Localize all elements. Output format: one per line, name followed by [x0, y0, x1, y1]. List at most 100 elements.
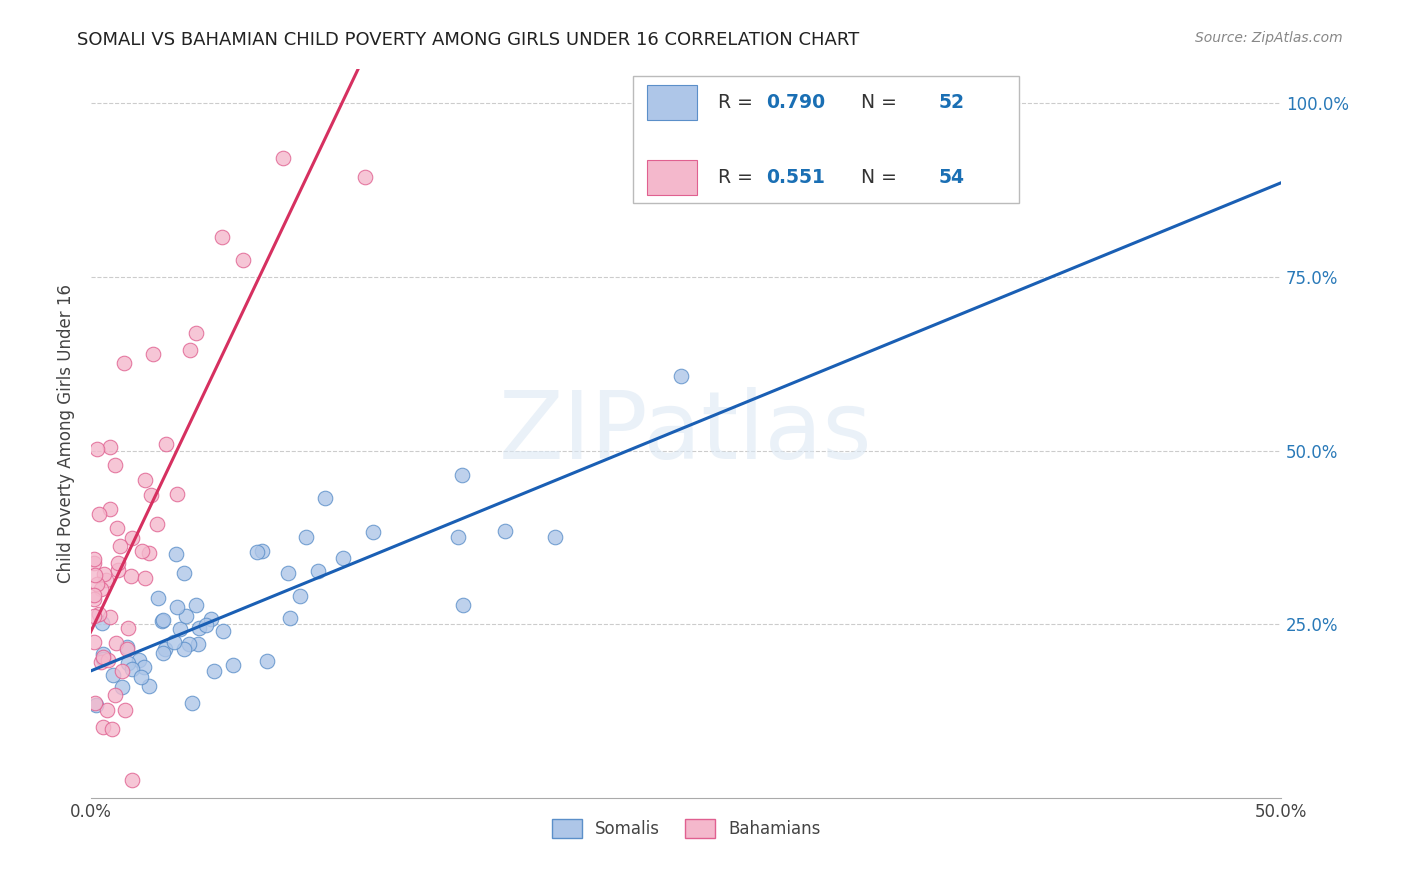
Point — [246, 545, 269, 559]
Point — [97, 653, 120, 667]
Text: N =: N = — [849, 168, 903, 186]
Point — [117, 641, 139, 656]
FancyBboxPatch shape — [633, 76, 1019, 203]
Point — [307, 564, 329, 578]
Point — [174, 609, 197, 624]
Point — [177, 637, 200, 651]
Point — [194, 618, 217, 632]
Point — [91, 652, 114, 666]
Point — [146, 517, 169, 532]
Point — [90, 616, 112, 631]
Point — [120, 569, 142, 583]
Point — [90, 582, 112, 596]
Point — [105, 521, 128, 535]
Point — [83, 556, 105, 570]
Point — [104, 688, 127, 702]
Point — [152, 646, 174, 660]
Point — [117, 656, 139, 670]
Point — [187, 637, 209, 651]
Point — [250, 543, 273, 558]
Text: SOMALI VS BAHAMIAN CHILD POVERTY AMONG GIRLS UNDER 16 CORRELATION CHART: SOMALI VS BAHAMIAN CHILD POVERTY AMONG G… — [77, 31, 859, 49]
Point — [273, 152, 295, 166]
Point — [84, 698, 107, 713]
Point — [107, 556, 129, 570]
Point — [148, 591, 170, 605]
Point — [446, 530, 468, 544]
Point — [86, 442, 108, 456]
Point — [115, 640, 138, 654]
Point — [111, 665, 134, 679]
Point — [211, 230, 233, 244]
Point — [166, 600, 188, 615]
Point — [200, 611, 222, 625]
Text: Source: ZipAtlas.com: Source: ZipAtlas.com — [1195, 31, 1343, 45]
Point — [131, 543, 153, 558]
Point — [134, 571, 156, 585]
Point — [277, 566, 299, 580]
Point — [98, 440, 121, 454]
Point — [83, 635, 105, 649]
Point — [84, 697, 107, 711]
Point — [121, 662, 143, 676]
Point — [152, 613, 174, 627]
Point — [179, 343, 201, 357]
Point — [91, 650, 114, 665]
Point — [165, 548, 187, 562]
Point — [138, 546, 160, 560]
FancyBboxPatch shape — [647, 160, 697, 194]
Point — [129, 670, 152, 684]
Point — [128, 653, 150, 667]
Point — [134, 473, 156, 487]
Point — [155, 437, 177, 451]
Point — [96, 573, 118, 587]
Point — [108, 539, 131, 553]
Text: R =: R = — [718, 168, 759, 186]
Point — [180, 696, 202, 710]
Text: 54: 54 — [938, 168, 965, 186]
Point — [155, 641, 177, 656]
Point — [96, 703, 118, 717]
Point — [150, 615, 173, 629]
Point — [121, 531, 143, 545]
Point — [117, 621, 139, 635]
Point — [87, 507, 110, 521]
Text: N =: N = — [849, 93, 903, 112]
Point — [114, 703, 136, 717]
Point — [83, 609, 105, 624]
Point — [93, 567, 115, 582]
Text: 0.790: 0.790 — [766, 93, 825, 112]
Point — [288, 589, 311, 603]
Point — [84, 568, 107, 582]
Text: 52: 52 — [938, 93, 965, 112]
Point — [162, 635, 184, 649]
Point — [90, 655, 112, 669]
Point — [166, 487, 188, 501]
Point — [544, 530, 567, 544]
Point — [278, 610, 301, 624]
Point — [104, 636, 127, 650]
Point — [89, 607, 111, 621]
Point — [107, 563, 129, 577]
Point — [169, 622, 191, 636]
Point — [112, 356, 135, 370]
Point — [186, 326, 208, 340]
Point — [353, 170, 375, 185]
Point — [211, 624, 233, 638]
Point — [141, 488, 163, 502]
Point — [138, 679, 160, 693]
Point — [184, 599, 207, 613]
Text: 0.551: 0.551 — [766, 168, 825, 186]
Point — [295, 530, 318, 544]
Y-axis label: Child Poverty Among Girls Under 16: Child Poverty Among Girls Under 16 — [58, 284, 75, 582]
Point — [256, 654, 278, 668]
Point — [232, 252, 254, 267]
Point — [121, 772, 143, 787]
Point — [104, 458, 127, 472]
Point — [187, 621, 209, 635]
FancyBboxPatch shape — [647, 85, 697, 120]
Point — [173, 642, 195, 657]
Point — [83, 592, 105, 607]
Point — [361, 524, 384, 539]
Point — [83, 588, 105, 602]
Point — [222, 657, 245, 672]
